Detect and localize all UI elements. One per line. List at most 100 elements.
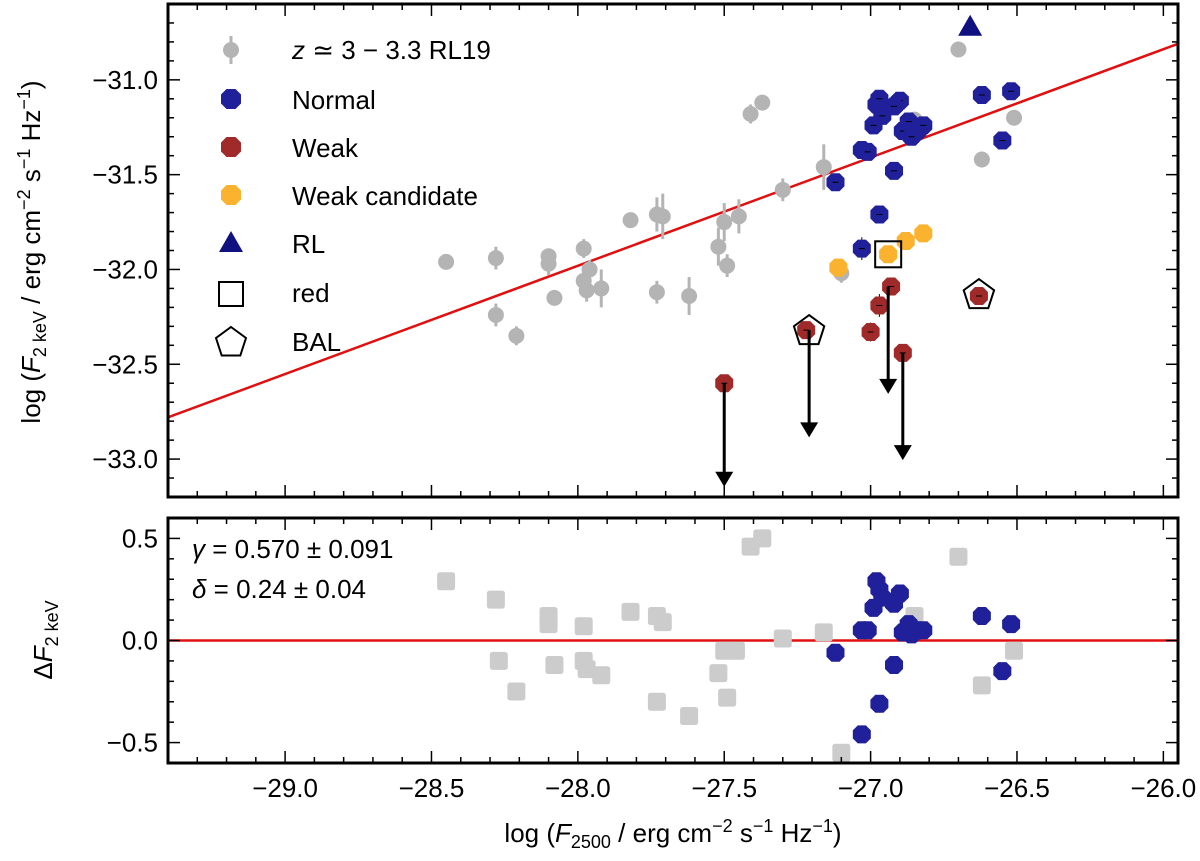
rl19-point — [815, 159, 832, 176]
rl19-residual-point — [437, 572, 456, 591]
rl19-point — [575, 240, 592, 257]
top-y-tick-label: −32.5 — [92, 349, 158, 379]
top-y-tick-label: −31.0 — [92, 65, 158, 95]
legend-label-weak: Weak — [292, 133, 359, 163]
legend-entry-weak: Weak — [221, 133, 359, 163]
top-y-tick-label: −33.0 — [92, 444, 158, 474]
top-panel: −33.0 −32.5 −32.0 −31.5 −31.0 z ≃ 3 − 3.3 RL… — [14, 2, 1180, 499]
bottom-y-tick-label: −0.5 — [107, 728, 158, 758]
normal-residual-point — [852, 725, 871, 744]
x-tick-label: −28.0 — [545, 773, 611, 803]
legend-label-weak-candidate: Weak candidate — [292, 181, 478, 211]
legend-label-red: red — [292, 278, 330, 308]
rl19-residual-point — [832, 743, 851, 762]
rl19-residual-point — [680, 707, 699, 726]
legend: z ≃ 3 − 3.3 RL19 Normal Weak Weak candid… — [214, 35, 491, 357]
x-tick-label: −28.5 — [399, 773, 465, 803]
bottom-y-axis-label: ΔF2 keV — [28, 600, 62, 679]
rl19-point — [622, 212, 639, 229]
rl19-point — [774, 181, 791, 198]
top-data-points — [438, 14, 1023, 393]
legend-label-normal: Normal — [292, 85, 376, 115]
rl19-point — [950, 41, 967, 58]
top-ticks — [168, 4, 1178, 497]
legend-entry-normal: Normal — [221, 85, 376, 115]
rl19-point — [578, 282, 595, 299]
rl-point — [958, 14, 983, 36]
normal-residual-point — [902, 625, 921, 644]
x-axis-label: log (F2500 / erg cm−2 s−1 Hz−1) — [504, 816, 841, 852]
top-y-tick-label: −32.0 — [92, 254, 158, 284]
rl19-point — [648, 284, 665, 301]
bal-marker — [792, 313, 826, 346]
rl19-point — [730, 208, 747, 225]
rl19-point — [654, 208, 671, 225]
weak-candidate-point — [829, 258, 848, 277]
weak-candidate-point — [879, 245, 898, 264]
rl19-residual-point — [653, 613, 672, 632]
legend-entry-bal: BAL — [214, 325, 341, 357]
rl19-residual-point — [507, 682, 526, 701]
upper-limit-arrows — [715, 286, 912, 487]
rl19-point — [487, 250, 504, 267]
x-tick-label: −29.0 — [252, 773, 318, 803]
gamma-annotation: γ = 0.570 ± 0.091 — [192, 534, 393, 564]
rl19-residual-point — [577, 660, 596, 679]
top-y-tick-labels: −33.0 −32.5 −32.0 −31.5 −31.0 — [92, 65, 158, 474]
legend-entry-rl19: z ≃ 3 − 3.3 RL19 — [223, 35, 491, 65]
normal-residual-point — [858, 621, 877, 640]
rl19-residual-point — [709, 664, 728, 683]
delta-annotation: δ = 0.24 ± 0.04 — [192, 574, 366, 604]
legend-entry-weak-candidate: Weak candidate — [221, 181, 478, 211]
rl19-residual-point — [489, 651, 508, 670]
x-tick-label: −26.5 — [984, 773, 1050, 803]
bottom-y-tick-label: 0.0 — [122, 626, 158, 656]
rl19-point — [973, 151, 990, 168]
rl19-point — [1006, 109, 1023, 126]
rl19-residual-point — [718, 688, 737, 707]
special-markers — [792, 240, 996, 346]
rl19-residual-point — [539, 615, 558, 634]
normal-residual-point — [1002, 615, 1021, 634]
fit-line-segment — [168, 42, 1178, 419]
rl19-residual-point — [574, 617, 593, 636]
rl19-residual-point — [726, 641, 745, 660]
rl19-residual-point — [647, 692, 666, 711]
legend-entry-rl: RL — [219, 229, 325, 259]
normal-residual-point — [885, 594, 904, 613]
normal-residual-point — [972, 607, 991, 625]
rl19-point — [508, 327, 525, 344]
rl19-point — [438, 253, 455, 270]
bottom-ticks — [168, 518, 1178, 763]
normal-residual-point — [885, 656, 904, 674]
fit-line — [168, 42, 1178, 419]
rl19-point — [719, 257, 736, 274]
rl19-point — [742, 105, 759, 122]
rl19-residual-point — [1005, 641, 1024, 660]
x-tick-label: −26.0 — [1130, 773, 1196, 803]
residual-points — [437, 529, 1024, 762]
rl19-residual-point — [814, 623, 833, 642]
red-marker — [874, 240, 903, 269]
x-tick-label: −27.5 — [691, 773, 757, 803]
upper-limit-arrowhead — [715, 471, 734, 487]
x-tick-label: −27.0 — [838, 773, 904, 803]
rl19-residual-point — [949, 547, 968, 566]
bottom-panel: −0.5 0.0 0.5 −29.0 −28.5 −28.0 −27.5 −27.0 −26.… — [28, 516, 1196, 852]
legend-label-bal: BAL — [292, 327, 341, 357]
rl19-point — [681, 288, 698, 305]
rl19-residual-point — [592, 666, 611, 685]
upper-limit-arrowhead — [893, 445, 912, 461]
legend-entry-red: red — [218, 278, 330, 308]
upper-limit-arrowhead — [800, 422, 819, 438]
rl19-point — [546, 289, 563, 306]
rl19-point — [487, 306, 504, 323]
rl19-residual-point — [545, 656, 564, 674]
weak-candidate-point — [914, 224, 933, 243]
rl19-point — [593, 280, 610, 297]
normal-residual-point — [993, 662, 1012, 681]
rl19-point — [581, 261, 598, 278]
top-y-axis-label: log (F2 keV / erg cm−2 s−1 Hz−1) — [14, 80, 50, 423]
legend-label-rl19: z ≃ 3 − 3.3 RL19 — [291, 35, 491, 65]
